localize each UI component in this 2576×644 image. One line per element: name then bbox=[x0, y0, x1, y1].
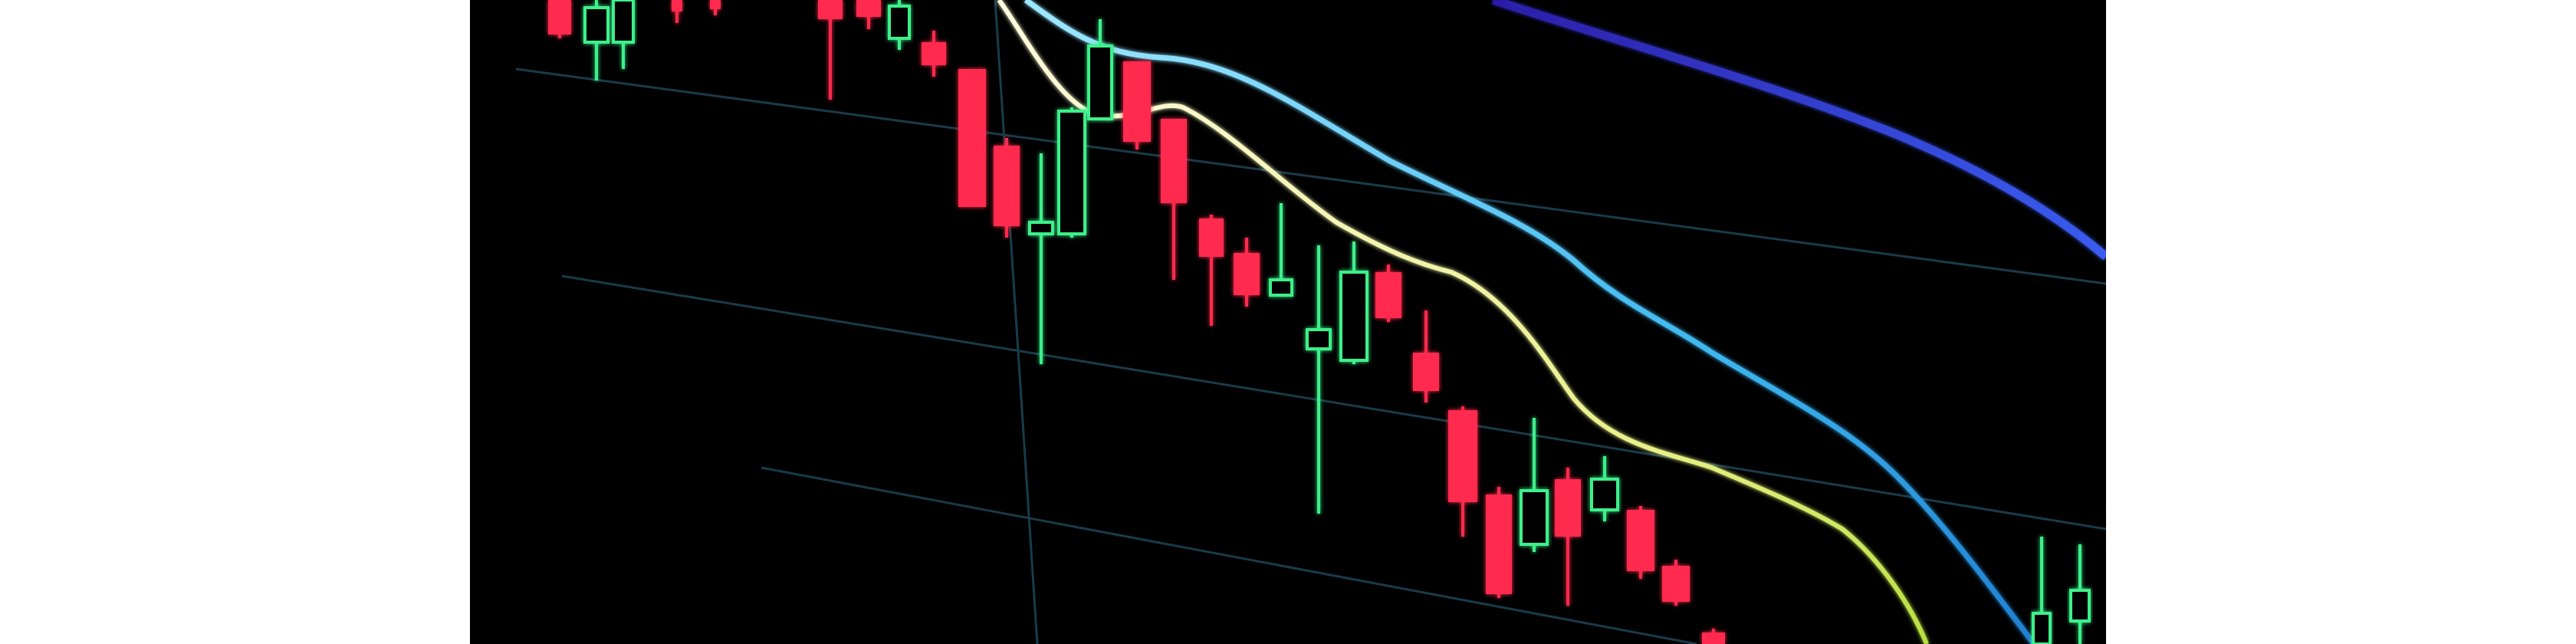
bullish-candle bbox=[1339, 242, 1368, 364]
candle-body bbox=[1161, 119, 1187, 203]
candle-body bbox=[1555, 479, 1581, 537]
grid-line-h1 bbox=[515, 67, 2106, 285]
candlestick-chart-photo bbox=[470, 0, 2106, 644]
bearish-candle bbox=[856, 0, 881, 29]
candle-body bbox=[1269, 278, 1293, 297]
bearish-candle bbox=[958, 69, 986, 207]
bearish-candle bbox=[1627, 506, 1654, 579]
chart-canvas bbox=[515, 0, 2106, 644]
candles bbox=[548, 0, 2091, 644]
candle-body bbox=[888, 5, 911, 40]
candle-body bbox=[1306, 328, 1332, 350]
candle-body bbox=[612, 0, 635, 44]
candle-body bbox=[818, 0, 843, 19]
candle-body bbox=[1087, 44, 1113, 120]
candle-body bbox=[1448, 410, 1477, 502]
candle-body bbox=[1520, 489, 1549, 546]
bearish-candle bbox=[1702, 629, 1725, 644]
bullish-candle bbox=[1590, 456, 1619, 521]
bullish-candle bbox=[612, 0, 635, 69]
bullish-candle bbox=[2032, 537, 2052, 644]
candle-body bbox=[710, 0, 721, 9]
candle-body bbox=[2032, 612, 2052, 644]
bearish-candle bbox=[922, 31, 946, 77]
bullish-candle bbox=[583, 0, 610, 80]
bearish-candle bbox=[1486, 487, 1512, 598]
bearish-candle bbox=[1199, 215, 1224, 326]
bullish-candle bbox=[1269, 203, 1293, 297]
candle-body bbox=[548, 0, 571, 34]
slow-average-line bbox=[1492, 0, 2106, 261]
candle-body bbox=[2069, 589, 2091, 623]
bearish-candle bbox=[1413, 310, 1439, 402]
bearish-candle bbox=[994, 138, 1020, 238]
candle-body bbox=[1702, 632, 1725, 644]
candle-body bbox=[1234, 253, 1260, 295]
grid-line-v1 bbox=[994, 0, 1039, 644]
candle-body bbox=[1413, 353, 1439, 391]
candle-body bbox=[1486, 495, 1512, 594]
candle-body bbox=[1375, 272, 1401, 318]
candle-body bbox=[958, 69, 986, 207]
bearish-candle bbox=[1662, 560, 1690, 606]
bearish-candle bbox=[1448, 406, 1477, 537]
bullish-candle bbox=[1306, 245, 1332, 514]
candle-body bbox=[1199, 219, 1224, 257]
bearish-candle bbox=[672, 0, 682, 23]
bullish-candle bbox=[888, 0, 911, 50]
candle-body bbox=[1627, 510, 1654, 571]
grid-line-h3 bbox=[761, 466, 1697, 644]
bullish-candle bbox=[1087, 19, 1113, 120]
bearish-candle bbox=[548, 0, 571, 38]
bearish-candle bbox=[710, 0, 721, 15]
candle-body bbox=[1662, 566, 1690, 602]
candle-body bbox=[1123, 61, 1151, 142]
bearish-candle bbox=[1555, 468, 1581, 606]
bullish-candle bbox=[1520, 418, 1549, 552]
bearish-candle bbox=[1234, 238, 1260, 307]
bearish-candle bbox=[818, 0, 843, 100]
bullish-candle bbox=[1057, 107, 1086, 238]
bearish-candle bbox=[1123, 61, 1151, 150]
candle-body bbox=[672, 0, 682, 12]
candle-body bbox=[1028, 221, 1054, 235]
grid-lines bbox=[515, 0, 2106, 644]
candle-body bbox=[856, 0, 881, 17]
bearish-candle bbox=[1161, 119, 1187, 280]
candle-body bbox=[994, 146, 1020, 226]
grid-line-h2 bbox=[561, 274, 2106, 531]
candle-body bbox=[922, 42, 946, 65]
candle-body bbox=[583, 6, 610, 44]
candle-body bbox=[1057, 110, 1086, 235]
candle-body bbox=[1590, 478, 1619, 511]
bearish-candle bbox=[1375, 264, 1401, 322]
bullish-candle bbox=[2069, 544, 2091, 644]
candle-body bbox=[1339, 271, 1368, 362]
bullish-candle bbox=[1028, 153, 1054, 364]
mid-average-line bbox=[1024, 0, 2036, 644]
